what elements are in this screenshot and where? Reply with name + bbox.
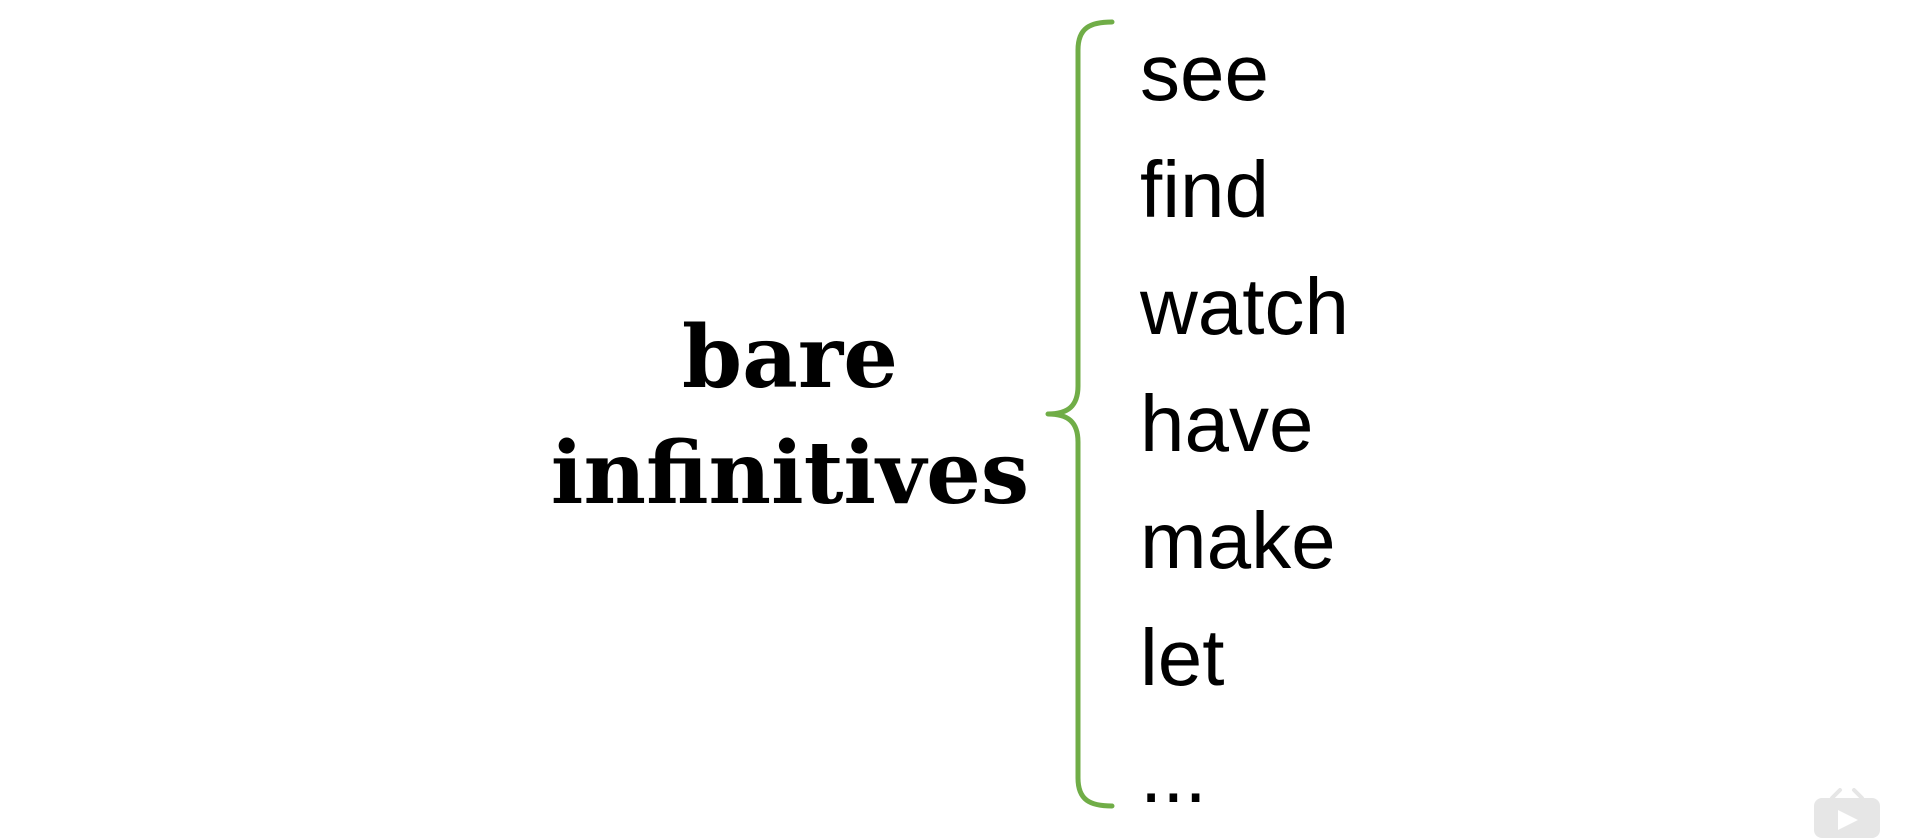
verb-item-let: let: [1140, 613, 1225, 702]
verb-item-make: make: [1140, 496, 1336, 585]
curly-brace: [1045, 19, 1115, 809]
verb-list: see find watch have make let ...: [1140, 14, 1349, 833]
term-line-1: bare: [682, 307, 898, 408]
verb-item-see: see: [1140, 28, 1269, 117]
term-line-2: infinitives: [550, 423, 1030, 524]
term-heading: bare infinitives: [540, 300, 1040, 532]
verb-item-ellipsis: ...: [1140, 730, 1207, 819]
slide: bare infinitives see find watch have mak…: [540, 19, 1880, 838]
play-icon[interactable]: [1812, 788, 1882, 838]
verb-item-have: have: [1140, 379, 1314, 468]
verb-item-watch: watch: [1140, 262, 1349, 351]
verb-item-find: find: [1140, 145, 1269, 234]
